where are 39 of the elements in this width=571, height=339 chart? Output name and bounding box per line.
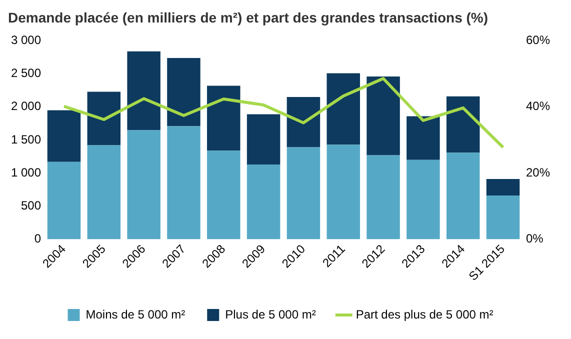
y-tick-label: 3 000 xyxy=(11,33,42,48)
bar xyxy=(406,116,440,160)
bar xyxy=(406,160,440,240)
legend-label: Plus de 5 000 m² xyxy=(225,307,316,322)
bar xyxy=(486,196,520,240)
bar xyxy=(47,110,81,162)
y2-tick-label: 0% xyxy=(526,232,544,246)
y2-tick-label: 40% xyxy=(526,99,550,114)
legend-label: Moins de 5 000 m² xyxy=(86,307,186,322)
y-tick-label: 1 000 xyxy=(11,165,42,180)
bar xyxy=(246,114,280,164)
y-tick-label: 2 000 xyxy=(11,99,42,114)
legend-label: Part des plus de 5 000 m² xyxy=(356,307,494,322)
bar xyxy=(366,76,400,156)
bar xyxy=(246,164,280,240)
bar xyxy=(486,179,520,196)
bar xyxy=(127,51,160,130)
bar xyxy=(286,147,320,240)
y-tick-label: 2 500 xyxy=(11,66,42,80)
y-tick-label: 0 xyxy=(34,232,42,246)
bar xyxy=(167,126,200,240)
bar xyxy=(207,150,240,240)
y2-tick-label: 20% xyxy=(526,165,550,180)
bar xyxy=(446,152,480,240)
bar xyxy=(326,144,360,240)
bar xyxy=(286,97,320,148)
y-tick-label: 500 xyxy=(21,198,42,212)
bar xyxy=(47,162,81,240)
bar xyxy=(207,86,240,151)
chart-title: Demande placée (en milliers de m²) et part des grandes transactions (%) xyxy=(8,9,488,26)
bar xyxy=(87,145,121,240)
y2-tick-label: 60% xyxy=(526,33,550,48)
bar xyxy=(366,155,400,240)
bar xyxy=(127,130,160,240)
bar xyxy=(87,92,121,146)
y-tick-label: 1 500 xyxy=(11,132,42,146)
bar xyxy=(446,96,480,153)
bar xyxy=(326,73,360,145)
bar xyxy=(167,58,200,126)
